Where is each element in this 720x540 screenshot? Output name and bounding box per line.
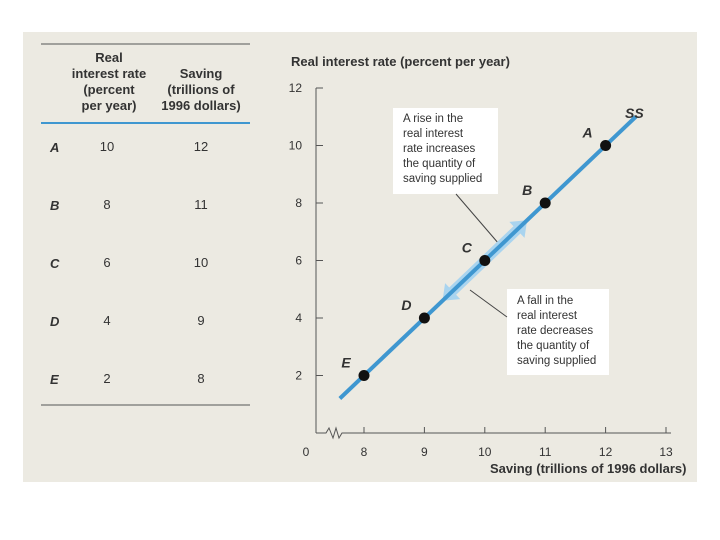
- x-axis-label: Saving (trillions of 1996 dollars): [490, 461, 687, 476]
- x-tick-label-13: 13: [659, 445, 673, 459]
- x-tick-label-8: 8: [361, 445, 368, 459]
- data-point-d: [418, 312, 430, 324]
- x-tick-label-9: 9: [421, 445, 428, 459]
- origin-label: 0: [303, 445, 310, 459]
- point-label-c: C: [462, 240, 473, 256]
- annotation-rise-box: [393, 108, 498, 194]
- col2-header-line3: 1996 dollars): [161, 98, 241, 113]
- annotation-rise-leader: [455, 193, 500, 245]
- y-tick-label-12: 12: [289, 81, 303, 95]
- point-label-e: E: [341, 355, 351, 371]
- annotation-fall-line3: rate decreases: [517, 325, 593, 337]
- data-table: Real interest rate (percent per year) Sa…: [41, 43, 250, 406]
- data-point-e: [358, 370, 370, 381]
- annotation-rise-line4: the quantity of: [403, 158, 476, 170]
- col1-header-line4: per year): [82, 98, 137, 113]
- row-b-saving: 11: [194, 197, 208, 212]
- row-c-saving: 10: [194, 255, 208, 270]
- annotation-rise-line3: rate increases: [403, 143, 475, 155]
- figure-panel: Real interest rate (percent per year) Sa…: [23, 32, 697, 482]
- saving-supply-figure: Real interest rate (percent per year) Sa…: [41, 43, 687, 476]
- plot-area: A B C D E: [338, 115, 638, 400]
- point-label-b: B: [522, 182, 532, 198]
- col1-header-line3: (percent: [83, 82, 135, 97]
- annotation-fall: A fall in the real interest rate decreas…: [469, 289, 609, 375]
- y-ticks: 2 4 6 8 10 12: [289, 81, 323, 383]
- annotation-fall-line5: saving supplied: [517, 355, 596, 367]
- point-label-a: A: [582, 125, 593, 141]
- y-tick-label-2: 2: [295, 369, 302, 383]
- x-ticks: 8 9 10 11 12 13: [361, 427, 673, 459]
- data-point-c: [479, 255, 491, 266]
- annotation-rise-line2: real interest: [403, 128, 464, 140]
- row-e-rate: 2: [103, 371, 110, 386]
- annotation-rise-line5: saving supplied: [403, 173, 482, 185]
- row-label-a: A: [49, 140, 59, 155]
- annotation-fall-line1: A fall in the: [517, 295, 573, 307]
- x-axis-line-with-break: [316, 426, 671, 440]
- row-a-saving: 12: [194, 139, 208, 154]
- annotation-rise-line1: A rise in the: [403, 113, 463, 125]
- annotation-fall-leader: [469, 289, 508, 318]
- row-label-c: C: [50, 256, 60, 271]
- y-tick-label-10: 10: [289, 139, 303, 153]
- col2-header-line1: Saving: [180, 66, 223, 81]
- y-tick-label-8: 8: [295, 196, 302, 210]
- annotation-rise: A rise in the real interest rate increas…: [393, 108, 500, 245]
- annotation-fall-line2: real interest: [517, 310, 578, 322]
- row-label-b: B: [50, 198, 59, 213]
- col1-header-line2: interest rate: [72, 66, 146, 81]
- x-tick-label-11: 11: [539, 445, 552, 459]
- series-label-ss: SS: [625, 105, 644, 121]
- col1-header-line1: Real: [95, 50, 122, 65]
- annotation-fall-line4: the quantity of: [517, 340, 590, 352]
- row-d-saving: 9: [197, 313, 204, 328]
- x-tick-label-10: 10: [478, 445, 492, 459]
- row-e-saving: 8: [197, 371, 204, 386]
- chart-axes: Real interest rate (percent per year) Sa…: [289, 54, 687, 476]
- row-b-rate: 8: [103, 197, 110, 212]
- data-point-a: [600, 140, 612, 151]
- row-c-rate: 6: [103, 255, 110, 270]
- x-tick-label-12: 12: [599, 445, 613, 459]
- y-tick-label-4: 4: [295, 311, 302, 325]
- row-label-e: E: [50, 372, 59, 387]
- point-label-d: D: [401, 297, 411, 313]
- row-a-rate: 10: [100, 139, 114, 154]
- row-d-rate: 4: [103, 313, 110, 328]
- row-label-d: D: [50, 314, 60, 329]
- y-tick-label-6: 6: [295, 254, 302, 268]
- annotation-fall-box: [507, 289, 609, 375]
- col2-header-line2: (trillions of: [167, 82, 235, 97]
- data-point-b: [539, 197, 551, 209]
- y-axis-label: Real interest rate (percent per year): [291, 54, 510, 69]
